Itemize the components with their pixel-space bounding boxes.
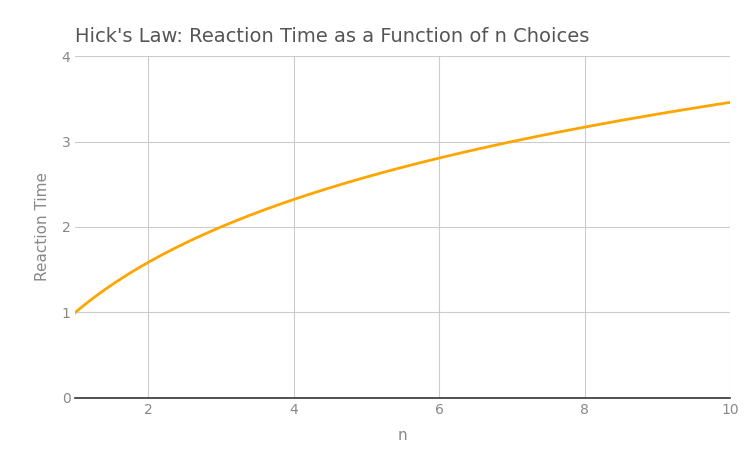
- Y-axis label: Reaction Time: Reaction Time: [35, 173, 50, 281]
- X-axis label: n: n: [398, 428, 407, 443]
- Text: Hick's Law: Reaction Time as a Function of n Choices: Hick's Law: Reaction Time as a Function …: [75, 27, 590, 46]
